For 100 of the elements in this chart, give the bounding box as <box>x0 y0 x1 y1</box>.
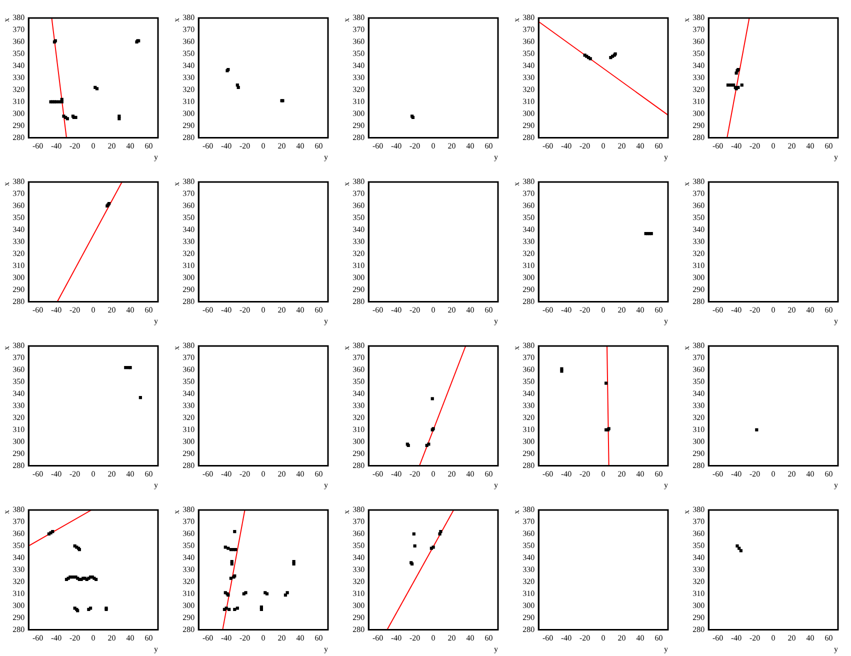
y-tick-label: 340 <box>12 389 25 398</box>
x-tick-label: 60 <box>314 306 323 315</box>
y-tick-label: 290 <box>522 448 535 458</box>
x-tick-label: -60 <box>542 306 554 315</box>
y-tick-label: 280 <box>352 624 365 634</box>
y-tick-label: 350 <box>522 213 535 222</box>
y-tick-label: 360 <box>692 365 705 374</box>
y-tick-label: 280 <box>352 296 365 306</box>
x-tick-label: -20 <box>409 142 420 151</box>
y-tick-label: 340 <box>12 225 25 234</box>
y-tick-label: 300 <box>692 600 705 610</box>
y-tick-label: 380 <box>12 505 25 514</box>
y-tick-label: 280 <box>12 132 25 142</box>
y-tick-label: 350 <box>12 49 25 58</box>
x-tick-label: 40 <box>296 142 304 151</box>
y-tick-label: 380 <box>12 13 25 22</box>
y-tick-label: 330 <box>692 236 705 246</box>
y-tick-label: 320 <box>182 248 195 258</box>
x-tick-label: 0 <box>261 470 266 479</box>
y-tick-label: 310 <box>352 96 365 106</box>
y-tick-label: 380 <box>352 177 365 186</box>
x-tick-label: -20 <box>69 470 80 479</box>
x-tick-label: -60 <box>542 142 554 151</box>
y-tick-label: 360 <box>522 365 535 374</box>
y-tick-label: 340 <box>182 225 195 234</box>
y-tick-label: 280 <box>522 460 535 470</box>
x-tick-label: -40 <box>560 634 572 643</box>
x-tick-label: -20 <box>69 634 80 643</box>
y-tick-label: 380 <box>182 341 195 350</box>
x-tick-label: 20 <box>278 306 286 315</box>
x-tick-label: 60 <box>314 470 323 479</box>
x-tick-label: 60 <box>314 634 323 643</box>
y-tick-label: 370 <box>352 25 365 34</box>
y-tick-label: 350 <box>182 377 195 386</box>
x-tick-label: -60 <box>202 306 214 315</box>
x-tick-label: 0 <box>431 470 436 479</box>
y-tick-label: 310 <box>182 588 195 598</box>
y-tick-label: 360 <box>522 201 535 210</box>
x-tick-label: 0 <box>601 306 606 315</box>
y-tick-label: 340 <box>352 553 365 562</box>
y-tick-label: 330 <box>522 564 535 574</box>
x-tick-label: -60 <box>32 306 44 315</box>
y-tick-label: 350 <box>352 541 365 550</box>
y-tick-label: 350 <box>692 49 705 58</box>
y-tick-label: 290 <box>692 448 705 458</box>
x-tick-label: -60 <box>712 306 724 315</box>
x-tick-label: 40 <box>296 634 304 643</box>
y-tick-label: 360 <box>522 37 535 46</box>
y-tick-label: 330 <box>352 564 365 574</box>
y-tick-label: 290 <box>352 448 365 458</box>
y-tick-label: 310 <box>522 424 535 434</box>
x-tick-label: 40 <box>126 634 134 643</box>
y-tick-label: 320 <box>692 84 705 94</box>
y-tick-label: 380 <box>182 505 195 514</box>
y-tick-label: 320 <box>352 84 365 94</box>
x-tick-label: -20 <box>409 634 420 643</box>
y-tick-label: 280 <box>12 296 25 306</box>
x-tick-label: 60 <box>824 306 833 315</box>
y-tick-label: 310 <box>692 96 705 106</box>
y-tick-label: 360 <box>182 529 195 538</box>
x-axis-title: y <box>494 644 498 654</box>
y-tick-label: 340 <box>182 61 195 70</box>
x-tick-label: -40 <box>560 306 572 315</box>
x-tick-label: -40 <box>50 470 62 479</box>
y-tick-label: 280 <box>692 132 705 142</box>
y-tick-label: 370 <box>692 189 705 198</box>
x-tick-label: -60 <box>202 142 214 151</box>
y-tick-label: 300 <box>352 108 365 118</box>
y-tick-label: 290 <box>692 284 705 294</box>
y-tick-label: 330 <box>12 400 25 410</box>
y-tick-label: 300 <box>522 436 535 446</box>
y-tick-label: 280 <box>12 624 25 634</box>
y-tick-label: 290 <box>522 284 535 294</box>
x-tick-label: 0 <box>771 634 776 643</box>
y-tick-label: 360 <box>352 37 365 46</box>
y-tick-label: 380 <box>692 505 705 514</box>
y-tick-label: 330 <box>692 400 705 410</box>
y-tick-label: 320 <box>12 576 25 586</box>
y-axis-title: x <box>682 18 691 22</box>
x-tick-label: 20 <box>108 634 116 643</box>
y-tick-label: 360 <box>352 201 365 210</box>
x-tick-label: -60 <box>202 470 214 479</box>
y-tick-label: 320 <box>182 576 195 586</box>
x-tick-label: 20 <box>448 634 456 643</box>
y-tick-label: 360 <box>182 37 195 46</box>
y-tick-label: 380 <box>522 177 535 186</box>
y-tick-label: 340 <box>692 389 705 398</box>
y-tick-label: 360 <box>352 365 365 374</box>
y-tick-label: 380 <box>692 341 705 350</box>
y-tick-label: 280 <box>522 132 535 142</box>
y-tick-label: 350 <box>692 541 705 550</box>
x-tick-label: 40 <box>126 142 134 151</box>
x-tick-label: -40 <box>220 634 232 643</box>
y-tick-label: 350 <box>352 213 365 222</box>
x-tick-label: 60 <box>314 142 323 151</box>
y-tick-label: 370 <box>352 353 365 362</box>
y-tick-label: 310 <box>182 260 195 270</box>
y-tick-label: 360 <box>692 201 705 210</box>
y-tick-label: 370 <box>182 517 195 526</box>
x-tick-label: 0 <box>601 634 606 643</box>
